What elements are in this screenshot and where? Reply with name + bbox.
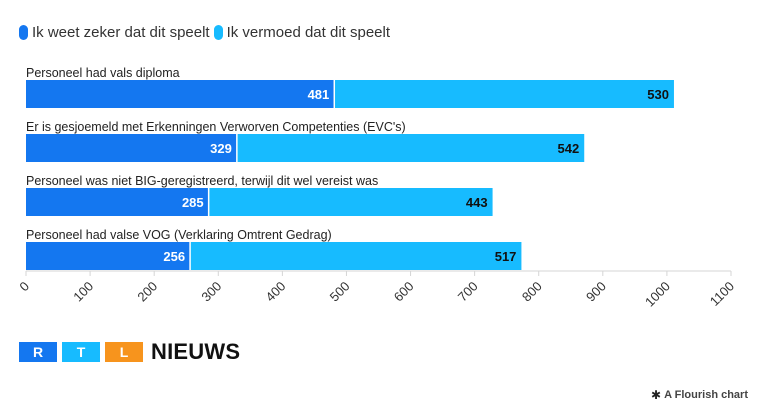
bar-segment: [26, 80, 335, 108]
bar-chart: 0 100 200 300 400 500 600 700 800 900 1000 1100 Pers…: [16, 66, 737, 310]
x-tick-label: 200: [134, 279, 160, 305]
bar-value-label: 530: [647, 87, 669, 102]
x-tick-label: 600: [391, 279, 417, 305]
bar-value-label: 542: [558, 141, 580, 156]
x-tick-label: 700: [455, 279, 481, 305]
flourish-credit-text: A Flourish chart: [664, 389, 748, 401]
logo-letter-t: T: [76, 344, 86, 360]
rtl-nieuws-logo: R T L NIEUWS: [19, 339, 240, 365]
legend-item-certain[interactable]: Ik weet zeker dat dit speelt: [19, 24, 210, 41]
logo-letter-r: R: [32, 344, 44, 360]
flourish-asterisk-icon: ✱: [651, 388, 662, 402]
x-tick-label: 100: [70, 279, 96, 305]
bar-segment: [26, 242, 191, 270]
category-label: Personeel had valse VOG (Verklaring Omtr…: [26, 228, 332, 242]
logo-letter-l: L: [119, 344, 129, 360]
bar-segment: [26, 188, 209, 216]
bar-value-label: 443: [466, 195, 488, 210]
bar-value-label: 481: [308, 87, 330, 102]
bar-segment: [208, 188, 493, 216]
bar-value-label: 329: [210, 141, 232, 156]
x-tick-label: 0: [16, 279, 32, 295]
chart-legend: Ik weet zeker dat dit speelt Ik vermoed …: [19, 24, 394, 41]
bar-segment: [236, 134, 585, 162]
x-tick-label: 1100: [707, 279, 737, 309]
x-tick-label: 1000: [642, 279, 673, 310]
logo-block-r: R: [19, 342, 57, 362]
bar-segment: [26, 134, 237, 162]
x-tick-label: 500: [327, 279, 353, 305]
flourish-credit-link[interactable]: ✱ A Flourish chart: [651, 388, 748, 402]
legend-swatch-suspect: [213, 25, 223, 40]
category-label: Personeel had vals diploma: [26, 66, 180, 80]
bar-value-label: 285: [182, 195, 204, 210]
legend-label-certain: Ik weet zeker dat dit speelt: [32, 24, 210, 41]
legend-label-suspect: Ik vermoed dat dit speelt: [226, 24, 391, 41]
bar-value-label: 517: [495, 249, 517, 264]
x-tick-label: 800: [519, 279, 545, 305]
logo-block-t: T: [62, 342, 100, 362]
bar-segment: [190, 242, 522, 270]
bar-value-label: 256: [163, 249, 185, 264]
legend-item-suspect[interactable]: Ik vermoed dat dit speelt: [213, 24, 391, 41]
bar-segment: [334, 80, 674, 108]
x-tick-label: 400: [263, 279, 289, 305]
logo-text: NIEUWS: [151, 339, 241, 364]
category-label: Personeel was niet BIG-geregistreerd, te…: [26, 174, 378, 188]
logo-block-l: L: [105, 342, 143, 362]
legend-swatch-certain: [19, 25, 28, 40]
x-tick-label: 900: [583, 279, 609, 305]
category-label: Er is gesjoemeld met Erkenningen Verworv…: [26, 120, 406, 134]
x-tick-label: 300: [198, 279, 224, 305]
